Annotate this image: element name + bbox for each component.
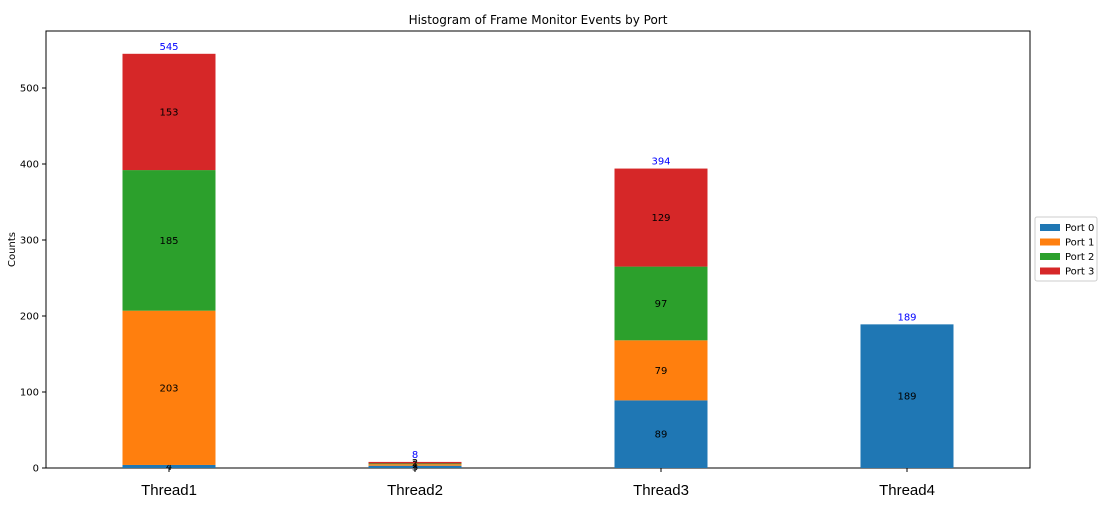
bar-total-label: 394: [651, 157, 670, 168]
plot-area: 0 100 200 300 400 500 4 203 185 153 545 Thread1 32 12…: [20, 30, 1031, 499]
segment-value-label: 4: [166, 462, 172, 473]
legend-label: Port 2: [1065, 252, 1094, 263]
bar-total-label: 8: [412, 450, 418, 461]
legend-swatch: [1040, 253, 1060, 260]
y-tick-label: 100: [20, 388, 39, 399]
bar-segment: [614, 340, 708, 401]
legend-swatch: [1040, 267, 1060, 275]
y-tick-label: 400: [20, 160, 39, 171]
segment-value-label: 153: [159, 107, 178, 118]
bar-segment: [860, 324, 954, 468]
x-tick-label: Thread1: [141, 482, 197, 499]
bar-segment: [122, 310, 216, 465]
legend-swatch: [1040, 238, 1060, 246]
bar-segment: [122, 170, 216, 311]
segment-value-label: 203: [159, 383, 178, 394]
legend-label: Port 3: [1065, 267, 1094, 278]
bar-segment: [614, 168, 708, 267]
segment-value-label: 129: [651, 213, 670, 224]
chart-title: Histogram of Frame Monitor Events by Por…: [409, 13, 668, 27]
y-axis-label: Counts: [7, 232, 18, 267]
legend-label: Port 0: [1065, 223, 1094, 234]
legend-swatch: [1040, 224, 1060, 231]
segment-value-label: 2: [412, 458, 418, 469]
bar-segment: [368, 464, 462, 466]
x-tick-label: Thread2: [387, 482, 443, 499]
segment-value-label: 189: [897, 392, 916, 403]
segment-value-label: 1: [412, 459, 418, 470]
bar-segment: [614, 400, 708, 468]
bar-segment: [614, 266, 708, 341]
bar-segment: [122, 464, 216, 468]
segment-value-label: 3: [412, 462, 418, 473]
bar-total-label: 189: [897, 312, 916, 323]
bar-segment: [368, 465, 462, 468]
legend-label: Port 1: [1065, 238, 1094, 249]
legend: Port 0 Port 1 Port 2 Port 3: [1034, 216, 1098, 282]
y-tick-label: 200: [20, 312, 39, 323]
segment-value-label: 97: [655, 299, 668, 310]
plot-frame: [45, 30, 1031, 469]
y-tick-label: 300: [20, 236, 39, 247]
bar-segment: [122, 53, 216, 171]
x-tick-label: Thread3: [633, 482, 689, 499]
bar-segment: [368, 463, 462, 465]
segment-value-label: 79: [655, 366, 668, 377]
bar-total-label: 545: [159, 42, 178, 53]
bar-segment: [368, 461, 462, 464]
y-tick-label: 0: [33, 464, 39, 475]
legend-box: [1034, 216, 1098, 282]
y-tick-label: 500: [20, 84, 39, 95]
segment-value-label: 185: [159, 236, 178, 247]
segment-value-label: 2: [412, 460, 418, 471]
segment-value-label: 89: [655, 430, 668, 441]
x-tick-label: Thread4: [879, 482, 935, 499]
